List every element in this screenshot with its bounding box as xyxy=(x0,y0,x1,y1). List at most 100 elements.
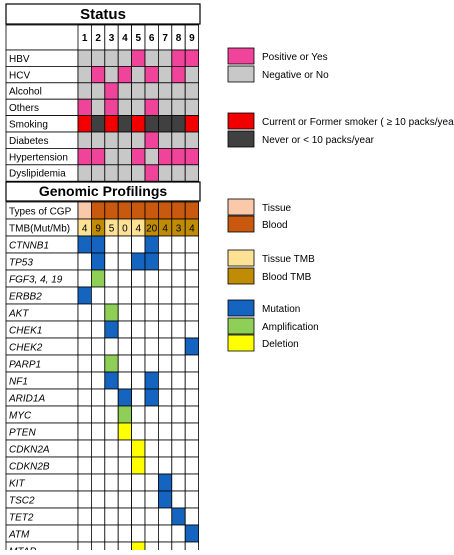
gene-cell xyxy=(144,320,159,339)
gene-cell xyxy=(104,507,119,526)
gene-cell xyxy=(171,524,186,543)
gene-cell xyxy=(157,405,173,424)
status-row-label: Alcohol xyxy=(9,87,42,98)
legend-swatch xyxy=(227,65,255,83)
status-cell xyxy=(131,131,146,149)
gene-cell xyxy=(104,524,119,543)
gene-cell xyxy=(131,507,146,526)
status-cell xyxy=(104,147,119,166)
gene-label: CDKN2A xyxy=(9,445,50,456)
status-cell xyxy=(91,164,106,182)
legend-label: Never or < 10 packs/year xyxy=(262,135,375,146)
gene-cell xyxy=(184,524,199,543)
gene-cell xyxy=(131,269,146,288)
gene-cell xyxy=(117,286,132,305)
status-cell xyxy=(131,164,146,182)
gene-cell xyxy=(91,303,106,322)
gene-cell xyxy=(144,371,159,390)
tmb-value: 3 xyxy=(176,224,182,235)
status-cell xyxy=(144,82,159,100)
gene-cell xyxy=(77,337,92,356)
status-cell xyxy=(77,131,92,149)
status-cell xyxy=(171,98,186,116)
gene-cell xyxy=(157,235,173,254)
gene-cell xyxy=(157,422,173,441)
legend-swatch xyxy=(227,249,255,267)
legend-label: Tissue TMB xyxy=(262,254,315,265)
gene-cell xyxy=(171,269,186,288)
gene-label: PTEN xyxy=(9,428,36,439)
status-cell xyxy=(144,98,159,116)
gene-cell xyxy=(77,422,92,441)
status-cell xyxy=(184,66,199,84)
gene-cell xyxy=(117,303,132,322)
status-cell xyxy=(104,49,119,67)
gene-cell xyxy=(77,473,92,492)
gene-cell xyxy=(104,235,119,254)
gene-label: CHEK2 xyxy=(9,343,43,354)
gene-cell xyxy=(104,541,119,555)
gene-label: CHEK1 xyxy=(9,326,42,337)
status-cell xyxy=(184,131,199,149)
status-cell xyxy=(171,164,186,182)
gene-cell xyxy=(144,439,159,458)
gene-cell xyxy=(157,269,173,288)
gene-cell xyxy=(117,388,132,407)
status-cell xyxy=(144,66,159,84)
gene-cell xyxy=(77,456,92,475)
gene-cell xyxy=(171,303,186,322)
gene-cell xyxy=(184,371,199,390)
cgp-label: Types of CGP xyxy=(9,207,72,218)
status-cell xyxy=(117,115,132,133)
patient-number: 7 xyxy=(162,33,168,44)
status-cell xyxy=(91,66,106,84)
gene-cell xyxy=(91,286,106,305)
cgp-cell xyxy=(104,201,119,220)
gene-cell xyxy=(117,473,132,492)
gene-cell xyxy=(77,371,92,390)
gene-cell xyxy=(117,541,132,555)
gene-cell xyxy=(171,490,186,509)
gene-cell xyxy=(91,507,106,526)
cgp-cell xyxy=(157,201,173,220)
gene-cell xyxy=(144,507,159,526)
status-cell xyxy=(171,147,186,166)
patient-number: 2 xyxy=(95,33,101,44)
status-cell xyxy=(157,164,173,182)
legend: Positive or Yes Negative or No Current or … xyxy=(227,47,454,352)
gene-cell xyxy=(117,490,132,509)
gene-cell xyxy=(131,439,146,458)
status-cell xyxy=(171,49,186,67)
gene-cell xyxy=(144,354,159,373)
gene-cell xyxy=(77,286,92,305)
gene-cell xyxy=(104,320,119,339)
status-cell xyxy=(157,49,173,67)
status-title: Status xyxy=(80,6,126,23)
gene-cell xyxy=(77,507,92,526)
gene-cell xyxy=(157,490,173,509)
gene-cell xyxy=(131,388,146,407)
gene-cell xyxy=(91,422,106,441)
gene-label: ATM xyxy=(8,530,30,541)
status-row-label: Diabetes xyxy=(9,136,48,147)
gene-cell xyxy=(171,286,186,305)
gene-cell xyxy=(184,439,199,458)
gene-cell xyxy=(171,371,186,390)
genomic-header-box xyxy=(5,181,201,202)
legend-label: Tissue xyxy=(262,203,292,214)
gene-cell xyxy=(131,524,146,543)
gene-cell xyxy=(184,456,199,475)
gene-label: MYC xyxy=(9,411,32,422)
gene-cell xyxy=(117,371,132,390)
status-cell xyxy=(77,49,92,67)
gene-cell xyxy=(171,456,186,475)
status-grid: 1 2 3 4 5 6 7 8 9 HBV HCV Alcohol Others Smoking Diabe… xyxy=(5,24,200,182)
status-cell xyxy=(104,164,119,182)
gene-cell xyxy=(104,439,119,458)
legend-label: Positive or Yes xyxy=(262,52,328,63)
gene-cell xyxy=(117,252,132,271)
status-cell xyxy=(117,66,132,84)
gene-cell xyxy=(104,286,119,305)
gene-cell xyxy=(91,439,106,458)
status-cell xyxy=(144,147,159,166)
